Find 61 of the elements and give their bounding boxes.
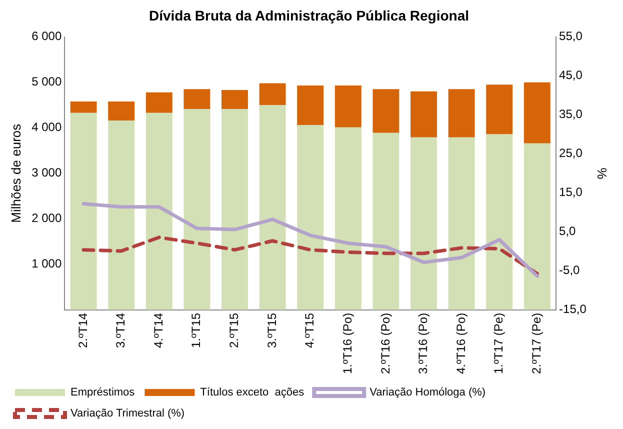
bar [297, 125, 324, 310]
legend-label: Variação Trimestral (%) [70, 408, 185, 420]
x-tick-label: 3.ºT14 [114, 312, 128, 348]
legend-label: Variação Homóloga (%) [370, 386, 486, 399]
y2-axis-title: % [594, 168, 610, 180]
x-tick-label: 2.ºT14 [76, 312, 90, 348]
x-tick-label: 2.ºT16 (Po) [378, 312, 392, 374]
y2-tick-label: 45,0 [559, 68, 583, 82]
y2-tick-label: 55,0 [559, 29, 583, 44]
bar [297, 86, 324, 126]
bar [334, 86, 362, 128]
x-tick-label: 1.ºT16 (Po) [340, 312, 354, 374]
y2-tick-label: 15,0 [559, 185, 583, 200]
bar [486, 84, 513, 134]
x-tick-label: 2.ºT15 [227, 312, 242, 348]
bar [372, 132, 400, 310]
y-tick-label: 2 000 [32, 211, 62, 226]
bar [222, 109, 248, 310]
bar [486, 134, 513, 310]
x-tick-label: 1.ºT15 [189, 312, 204, 348]
y-axis-title: Milhões de euros [8, 123, 24, 223]
y2-tick-label: -15,0 [559, 302, 587, 316]
bar [146, 92, 172, 113]
x-tick-label: 1.ºT17 (Pe) [492, 312, 506, 374]
legend-label: Empréstimos [70, 386, 136, 399]
bar [524, 143, 550, 310]
bar [372, 89, 400, 133]
y2-tick-label: 25,0 [559, 146, 583, 160]
bar [70, 112, 97, 310]
x-tick-label: 2.ºT17 (Pe) [529, 312, 544, 374]
bar [448, 137, 475, 310]
bar [108, 120, 135, 310]
y2-tick-label: 35,0 [559, 107, 583, 122]
bar [259, 105, 286, 310]
y-tick-label: 4 000 [32, 120, 62, 134]
bar [524, 82, 550, 144]
x-tick-label: 4.ºT16 (Po) [454, 312, 468, 374]
y-tick-label: 1 000 [32, 256, 62, 271]
bar [70, 101, 97, 113]
x-tick-label: 3.ºT15 [264, 312, 279, 348]
x-tick-label: 4.ºT14 [151, 312, 166, 348]
y-tick-label: 6 000 [32, 29, 62, 44]
x-tick-label: 4.ºT15 [302, 312, 317, 348]
x-tick-label: 3.ºT16 (Po) [416, 312, 430, 374]
bar [448, 89, 475, 138]
chart-title: Dívida Bruta da Administração Pública Regional [149, 7, 469, 24]
bar [410, 137, 437, 310]
y2-tick-label: -5,0 [559, 263, 580, 278]
bar [334, 127, 362, 310]
y2-tick-label: 5,0 [559, 224, 576, 238]
y-tick-label: 3 000 [32, 166, 62, 180]
bar [222, 90, 248, 110]
legend-label: Títulos exceto ações [200, 386, 305, 399]
bar [146, 112, 172, 310]
bar [108, 101, 135, 121]
bar [184, 109, 210, 310]
y-tick-label: 5 000 [32, 74, 62, 89]
bar [410, 91, 437, 138]
bar [259, 83, 286, 106]
bar [184, 89, 210, 110]
line-series [82, 236, 539, 276]
